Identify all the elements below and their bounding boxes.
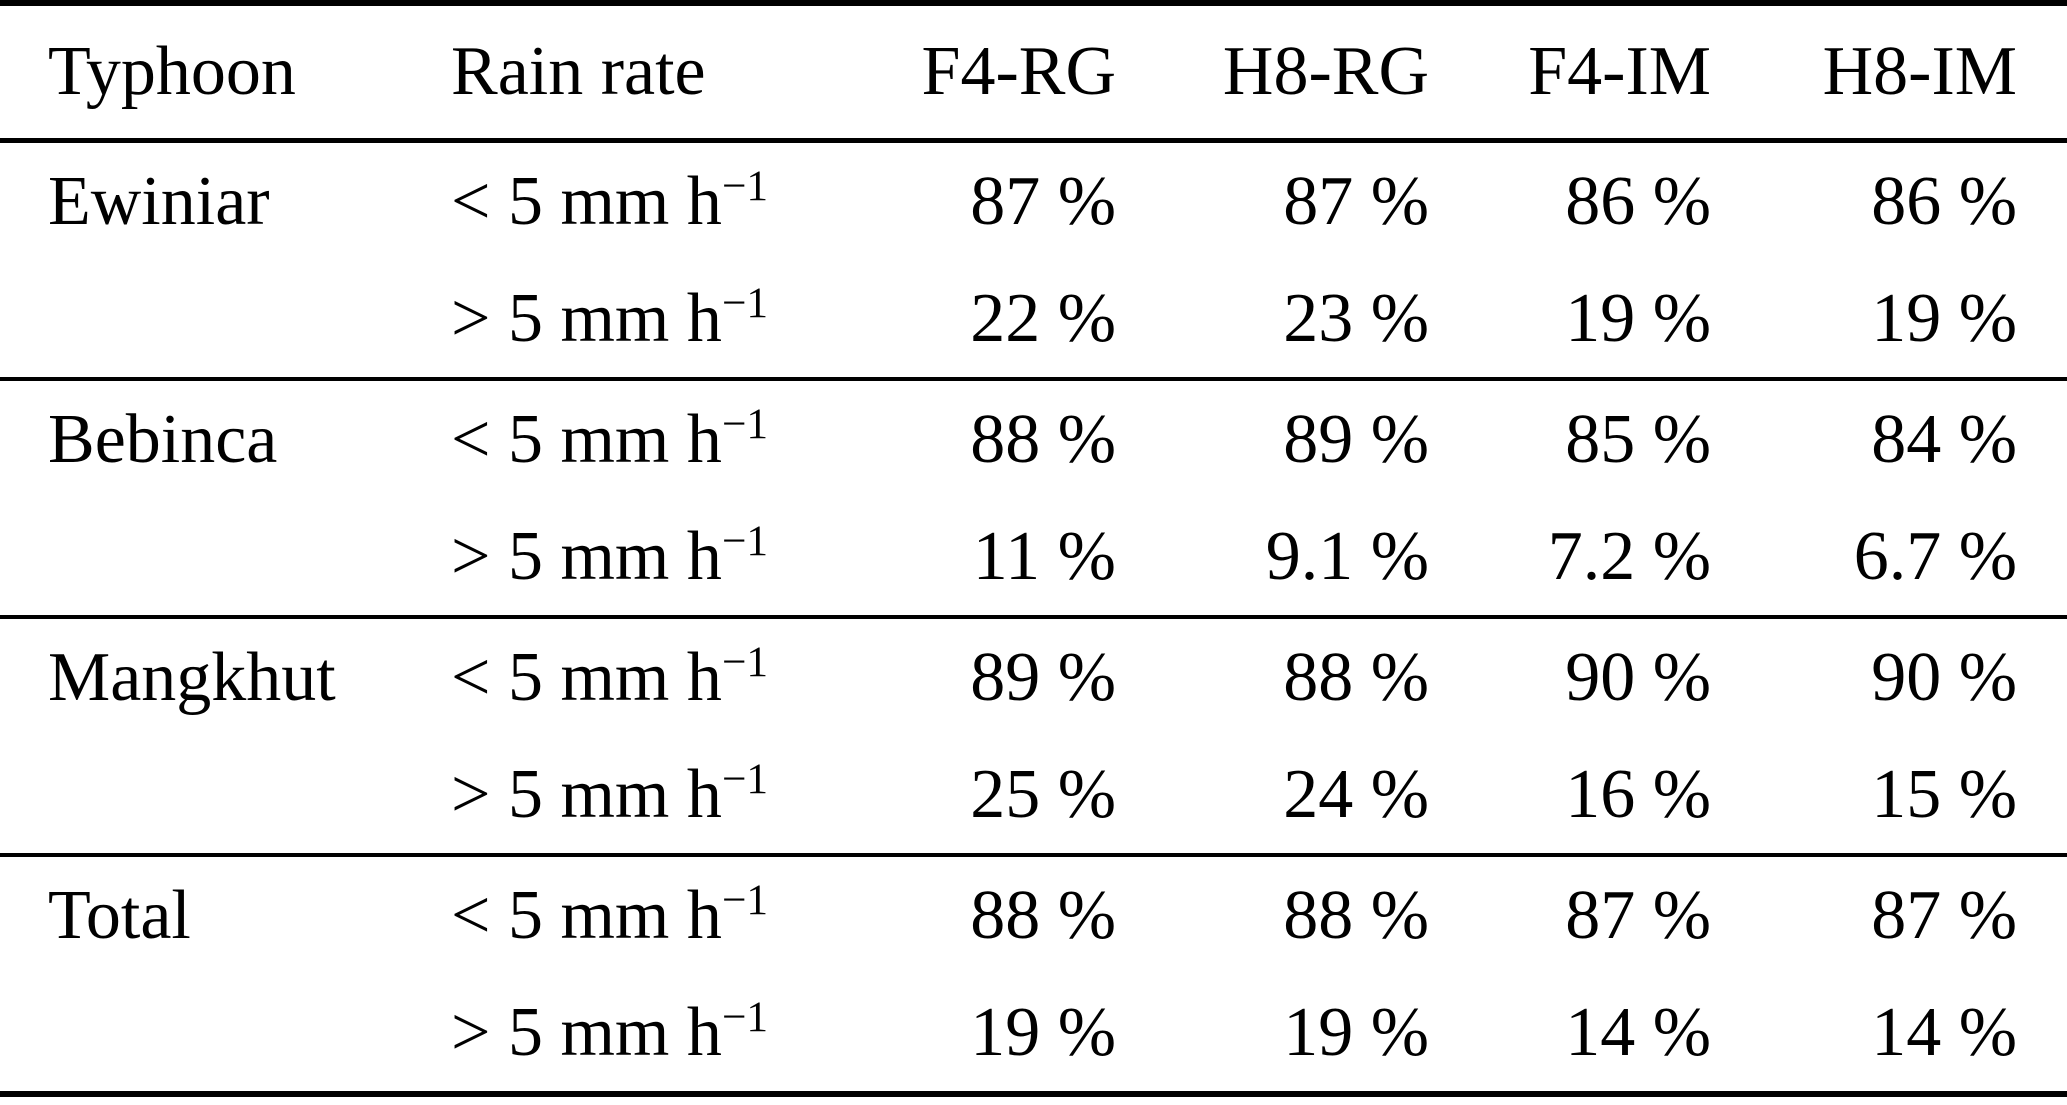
value-h8-im: 14 %: [1871, 993, 2017, 1071]
typhoon-name: Ewiniar: [48, 162, 270, 240]
value-h8-rg: 19 %: [1283, 993, 1429, 1071]
rain-rate-exponent: −1: [721, 875, 769, 924]
rain-rate-label: > 5 mm h−1: [433, 974, 870, 1094]
rain-rate-text: < 5 mm h: [451, 162, 722, 240]
section-mangkhut: Mangkhut < 5 mm h−1 89 % 88 % 90 % 90 % …: [0, 617, 2067, 855]
value-h8-im: 6.7 %: [1853, 517, 2017, 595]
rain-rate-text: > 5 mm h: [451, 279, 722, 357]
rain-rate-label: < 5 mm h−1: [433, 855, 870, 974]
rain-rate-text: > 5 mm h: [451, 993, 722, 1071]
typhoon-name: Mangkhut: [48, 638, 336, 716]
section-bebinca: Bebinca < 5 mm h−1 88 % 89 % 85 % 84 % >…: [0, 379, 2067, 617]
rain-rate-text: > 5 mm h: [451, 517, 722, 595]
typhoon-name: Bebinca: [48, 400, 278, 478]
rain-rate-text: > 5 mm h: [451, 755, 722, 833]
value-h8-rg: 9.1 %: [1265, 517, 1429, 595]
table-row: Ewiniar < 5 mm h−1 87 % 87 % 86 % 86 %: [0, 141, 2067, 261]
rain-rate-text: < 5 mm h: [451, 876, 722, 954]
value-f4-im: 90 %: [1565, 638, 1711, 716]
value-f4-im: 19 %: [1565, 279, 1711, 357]
value-f4-rg: 25 %: [970, 755, 1116, 833]
value-h8-im: 87 %: [1871, 876, 2017, 954]
value-f4-rg: 19 %: [970, 993, 1116, 1071]
rain-rate-exponent: −1: [721, 516, 769, 565]
value-h8-rg: 24 %: [1283, 755, 1429, 833]
table-row: > 5 mm h−1 19 % 19 % 14 % 14 %: [0, 974, 2067, 1094]
typhoon-name: Total: [48, 876, 191, 954]
rain-rate-label: < 5 mm h−1: [433, 141, 870, 261]
rain-rate-label: > 5 mm h−1: [433, 736, 870, 855]
rain-rate-exponent: −1: [721, 637, 769, 686]
value-f4-im: 87 %: [1565, 876, 1711, 954]
value-f4-rg: 88 %: [970, 876, 1116, 954]
value-h8-rg: 88 %: [1283, 876, 1429, 954]
rain-rate-text: < 5 mm h: [451, 638, 722, 716]
col-header-f4-rg: F4-RG: [921, 33, 1116, 110]
table-row: > 5 mm h−1 25 % 24 % 16 % 15 %: [0, 736, 2067, 855]
table-row: Mangkhut < 5 mm h−1 89 % 88 % 90 % 90 %: [0, 617, 2067, 736]
table-row: Total < 5 mm h−1 88 % 88 % 87 % 87 %: [0, 855, 2067, 974]
header-row: Typhoon Rain rate F4-RG H8-RG F4-IM H8-I…: [0, 3, 2067, 141]
rain-rate-label: < 5 mm h−1: [433, 379, 870, 498]
col-header-h8-rg: H8-RG: [1222, 33, 1429, 110]
value-f4-im: 86 %: [1565, 162, 1711, 240]
value-f4-im: 85 %: [1565, 400, 1711, 478]
rain-rate-exponent: −1: [721, 278, 769, 327]
col-header-f4-im: F4-IM: [1528, 33, 1711, 110]
rain-rate-exponent: −1: [721, 161, 769, 210]
typhoon-name-empty: [0, 498, 433, 617]
rain-rate-text: < 5 mm h: [451, 400, 722, 478]
typhoon-name-empty: [0, 974, 433, 1094]
value-f4-im: 7.2 %: [1547, 517, 1711, 595]
rain-rate-exponent: −1: [721, 399, 769, 448]
section-total: Total < 5 mm h−1 88 % 88 % 87 % 87 % > 5…: [0, 855, 2067, 1094]
rain-rate-exponent: −1: [721, 754, 769, 803]
rain-rate-label: > 5 mm h−1: [433, 260, 870, 379]
col-header-h8-im: H8-IM: [1822, 33, 2017, 110]
value-f4-rg: 88 %: [970, 400, 1116, 478]
section-ewiniar: Ewiniar < 5 mm h−1 87 % 87 % 86 % 86 % >…: [0, 141, 2067, 380]
typhoon-name-empty: [0, 260, 433, 379]
rain-rate-label: < 5 mm h−1: [433, 617, 870, 736]
table-row: > 5 mm h−1 11 % 9.1 % 7.2 % 6.7 %: [0, 498, 2067, 617]
value-h8-rg: 23 %: [1283, 279, 1429, 357]
table-header: Typhoon Rain rate F4-RG H8-RG F4-IM H8-I…: [0, 3, 2067, 141]
value-f4-rg: 11 %: [972, 517, 1116, 595]
value-f4-rg: 22 %: [970, 279, 1116, 357]
value-f4-im: 16 %: [1565, 755, 1711, 833]
value-h8-rg: 88 %: [1283, 638, 1429, 716]
typhoon-name-empty: [0, 736, 433, 855]
value-h8-im: 19 %: [1871, 279, 2017, 357]
table-row: > 5 mm h−1 22 % 23 % 19 % 19 %: [0, 260, 2067, 379]
value-f4-im: 14 %: [1565, 993, 1711, 1071]
value-f4-rg: 89 %: [970, 638, 1116, 716]
value-h8-rg: 89 %: [1283, 400, 1429, 478]
rain-rate-exponent: −1: [721, 992, 769, 1041]
rain-rate-label: > 5 mm h−1: [433, 498, 870, 617]
col-header-rain-rate: Rain rate: [451, 33, 706, 110]
col-header-typhoon: Typhoon: [48, 33, 296, 110]
value-f4-rg: 87 %: [970, 162, 1116, 240]
table-row: Bebinca < 5 mm h−1 88 % 89 % 85 % 84 %: [0, 379, 2067, 498]
value-h8-im: 84 %: [1871, 400, 2017, 478]
value-h8-im: 15 %: [1871, 755, 2017, 833]
value-h8-im: 90 %: [1871, 638, 2017, 716]
value-h8-im: 86 %: [1871, 162, 2017, 240]
value-h8-rg: 87 %: [1283, 162, 1429, 240]
